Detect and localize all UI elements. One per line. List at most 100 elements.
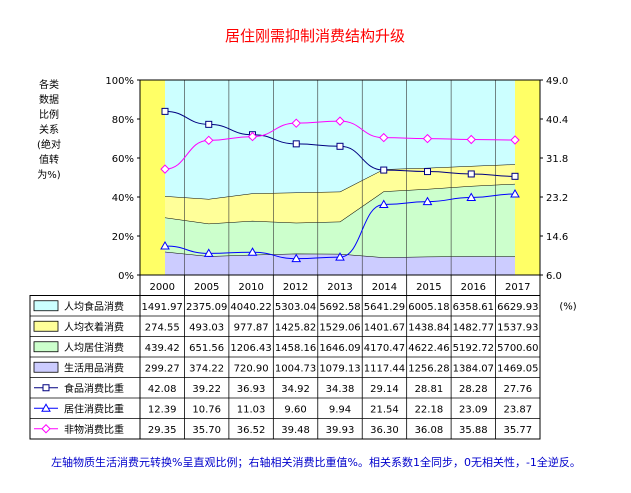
- data-cell: 651.56: [189, 343, 224, 354]
- data-cell: 5641.29: [364, 302, 405, 313]
- right-axis-tick-label: 49.0: [546, 76, 568, 87]
- data-cell: 274.55: [145, 322, 180, 333]
- data-cell: 28.81: [415, 384, 444, 395]
- data-cell: 1004.73: [275, 363, 316, 374]
- food-ratio-marker: [424, 168, 431, 176]
- series-name: 人均食品消费: [64, 300, 124, 313]
- category-label: 2015: [416, 282, 441, 293]
- y-axis-title-line: 值转: [39, 153, 59, 166]
- data-cell: 720.90: [234, 363, 269, 374]
- housing-ratio-marker: [422, 196, 433, 206]
- food-ratio-marker: [511, 172, 519, 180]
- nonmaterial-ratio-marker: [160, 164, 170, 174]
- band-clothing: [165, 164, 515, 224]
- y-axis-title-line: 为%): [37, 169, 61, 181]
- y-axis-title-line: 各类: [39, 78, 59, 91]
- band-goods-legend-swatch: [33, 361, 59, 373]
- category-label: 2017: [505, 282, 530, 293]
- data-cell: 977.87: [234, 322, 269, 333]
- data-cell: 4170.47: [364, 343, 405, 354]
- data-cell: 42.08: [148, 384, 177, 395]
- data-cell: 5303.04: [275, 302, 316, 313]
- data-cell: 439.42: [145, 343, 180, 354]
- data-cell: 23.87: [503, 404, 532, 415]
- data-cell: 36.93: [237, 384, 266, 395]
- left-side-band: [140, 80, 165, 275]
- food-ratio-legend-marker: [42, 384, 50, 392]
- right-axis-tick-label: 6.0: [546, 271, 562, 282]
- grid-lines: [184, 80, 496, 275]
- data-cell: 1537.93: [497, 322, 538, 333]
- category-label: 2013: [327, 282, 352, 293]
- data-cell: 23.09: [459, 404, 488, 415]
- nonmaterial-ratio-marker: [247, 131, 258, 142]
- data-cell: 2375.09: [186, 302, 227, 313]
- data-cell: 1401.67: [364, 322, 405, 333]
- data-cell: 22.18: [415, 404, 444, 415]
- data-cell: 39.22: [192, 384, 221, 395]
- housing-ratio-marker: [160, 241, 170, 250]
- nonmaterial-ratio-marker: [291, 118, 301, 128]
- data-cell: 5700.60: [497, 343, 538, 354]
- category-label: 2010: [238, 282, 263, 293]
- nonmaterial-ratio-marker: [379, 132, 389, 143]
- data-cell: 21.54: [370, 404, 399, 415]
- right-side-band: [515, 80, 540, 275]
- data-cell: 27.76: [503, 384, 532, 395]
- chart-title: 居住刚需抑制消费结构升级: [225, 27, 405, 45]
- data-cell: 1529.06: [319, 322, 360, 333]
- plot-frame: [139, 79, 541, 276]
- housing-ratio-marker: [291, 253, 302, 263]
- data-cell: 36.30: [370, 425, 399, 436]
- data-cell: 1117.44: [364, 363, 405, 374]
- data-cell: 1438.84: [408, 322, 449, 333]
- right-axis-tick-label: 40.4: [546, 115, 568, 126]
- y-axis-title-line: (绝对: [37, 138, 61, 151]
- data-cell: 34.38: [326, 384, 355, 395]
- data-cell: 29.35: [148, 425, 177, 436]
- data-cell: 1425.82: [275, 322, 316, 333]
- band-housing-legend-swatch: [33, 341, 59, 353]
- category-label: 2005: [194, 282, 219, 293]
- band-food: [165, 80, 515, 199]
- data-cell: 39.48: [281, 425, 310, 436]
- series-name: 人均居住消费: [64, 341, 124, 354]
- housing-ratio-marker: [510, 188, 520, 198]
- data-cell: 12.39: [148, 404, 177, 415]
- food-ratio-marker: [292, 140, 300, 148]
- series-name: 非物消费比重: [64, 423, 124, 436]
- y-axis-title-line: 数据: [39, 93, 59, 106]
- left-axis-tick-label: 0%: [118, 271, 134, 282]
- data-cell: 299.27: [145, 363, 180, 374]
- left-axis-tick-label: 80%: [112, 115, 134, 126]
- right-axis-tick-label: 14.6: [546, 232, 568, 243]
- category-label: 2012: [283, 282, 308, 293]
- data-cell: 1646.09: [319, 343, 360, 354]
- data-cell: 9.60: [284, 404, 306, 415]
- data-cell: 35.88: [459, 425, 488, 436]
- band-food-legend-swatch: [33, 300, 59, 312]
- data-cell: 39.93: [326, 425, 355, 436]
- ratio-lines: [160, 107, 520, 263]
- data-table: 2000 2005 2010 2012 2013 2014 2015 2016 2017 (%) 人…: [29, 275, 577, 440]
- nonmaterial-ratio-marker: [335, 116, 345, 126]
- footnote: 左轴物质生活消费元转换%呈直观比例；右轴相关消费比重值%。相关系数1全同步，0无…: [51, 455, 581, 469]
- data-cell: 1482.77: [453, 322, 494, 333]
- housing-ratio-legend-marker: [41, 403, 51, 412]
- series-name: 人均衣着消费: [64, 320, 124, 333]
- category-label: 2016: [461, 282, 486, 293]
- data-cell: 1079.13: [319, 363, 360, 374]
- series-name: 居住消费比重: [64, 402, 124, 415]
- y-axis-title-line: 关系: [39, 123, 59, 136]
- category-label: 2014: [372, 282, 397, 293]
- nonmaterial-ratio-marker: [466, 134, 476, 145]
- band-clothing-legend-swatch: [33, 320, 59, 332]
- data-cell: 35.77: [503, 425, 532, 436]
- food-ratio-marker: [161, 107, 169, 115]
- nonmaterial-ratio-legend-marker: [41, 424, 51, 434]
- axes: 100% 80% 60% 40% 20% 0% 49.0 40.4 31.8 23.2 14.6 6.…: [37, 76, 568, 282]
- data-cell: 6629.93: [497, 302, 538, 313]
- nonmaterial-ratio-marker: [204, 135, 214, 146]
- food-ratio-marker: [205, 120, 213, 128]
- housing-ratio-marker: [378, 199, 389, 209]
